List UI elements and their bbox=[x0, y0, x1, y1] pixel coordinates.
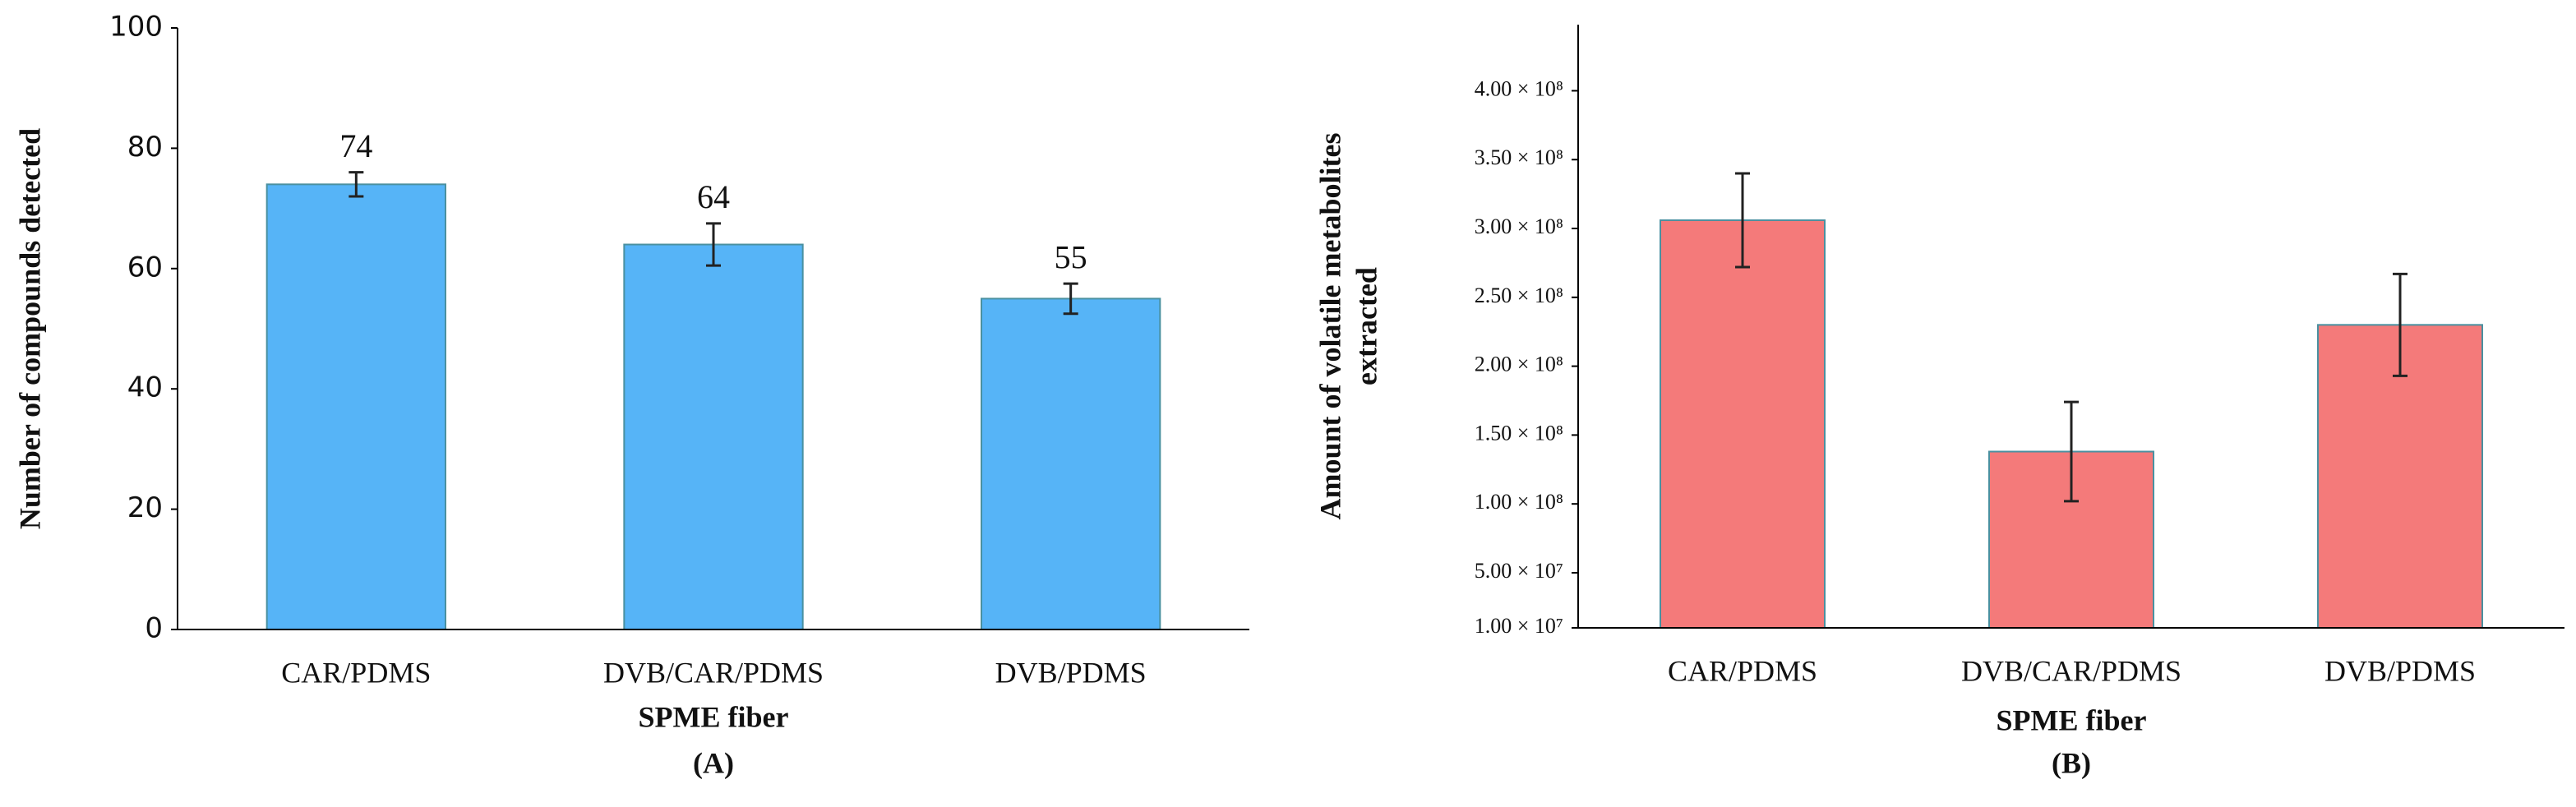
x-axis-label: SPME fiber bbox=[1997, 703, 2147, 736]
y-axis-label: extracted bbox=[1350, 267, 1383, 385]
x-tick-label: DVB/PDMS bbox=[2324, 654, 2476, 687]
y-tick-label: 60 bbox=[127, 251, 163, 284]
value-label: 64 bbox=[697, 178, 730, 215]
bar bbox=[623, 243, 804, 630]
y-tick-label: 2.50 × 10⁸ bbox=[1475, 284, 1563, 307]
y-tick-label: 40 bbox=[127, 371, 163, 404]
y-axis-label: Number of compounds detected bbox=[13, 128, 46, 529]
y-tick-label: 1.00 × 10⁸ bbox=[1475, 490, 1563, 514]
y-tick-label: 1.00 × 10⁷ bbox=[1475, 614, 1563, 638]
x-tick-label: DVB/PDMS bbox=[995, 656, 1147, 689]
y-tick-label: 20 bbox=[127, 491, 163, 524]
y-tick-label: 0 bbox=[145, 612, 163, 645]
y-tick-label: 4.00 × 10⁸ bbox=[1475, 76, 1563, 100]
y-tick-label: 80 bbox=[127, 131, 163, 164]
x-tick-label: DVB/CAR/PDMS bbox=[1961, 654, 2181, 687]
panel-label: (A) bbox=[693, 746, 734, 779]
x-tick-label: DVB/CAR/PDMS bbox=[603, 656, 824, 689]
value-label: 74 bbox=[339, 127, 372, 164]
bar bbox=[265, 183, 446, 630]
panel-label: (B) bbox=[2052, 746, 2091, 779]
y-tick-label: 3.00 × 10⁸ bbox=[1475, 214, 1563, 238]
x-axis-label: SPME fiber bbox=[639, 700, 789, 733]
y-tick-label: 2.00 × 10⁸ bbox=[1475, 353, 1563, 376]
y-tick-label: 100 bbox=[109, 11, 163, 44]
y-tick-label: 1.50 × 10⁸ bbox=[1475, 421, 1563, 445]
bar bbox=[981, 297, 1161, 630]
value-label: 55 bbox=[1055, 238, 1087, 275]
x-tick-label: CAR/PDMS bbox=[1668, 654, 1817, 687]
y-tick-label: 3.50 × 10⁸ bbox=[1475, 145, 1563, 169]
x-tick-label: CAR/PDMS bbox=[281, 656, 431, 689]
y-tick-label: 5.00 × 10⁷ bbox=[1475, 559, 1563, 583]
y-axis-label: Amount of volatile metabolites bbox=[1313, 133, 1346, 520]
bar bbox=[1660, 219, 1826, 629]
